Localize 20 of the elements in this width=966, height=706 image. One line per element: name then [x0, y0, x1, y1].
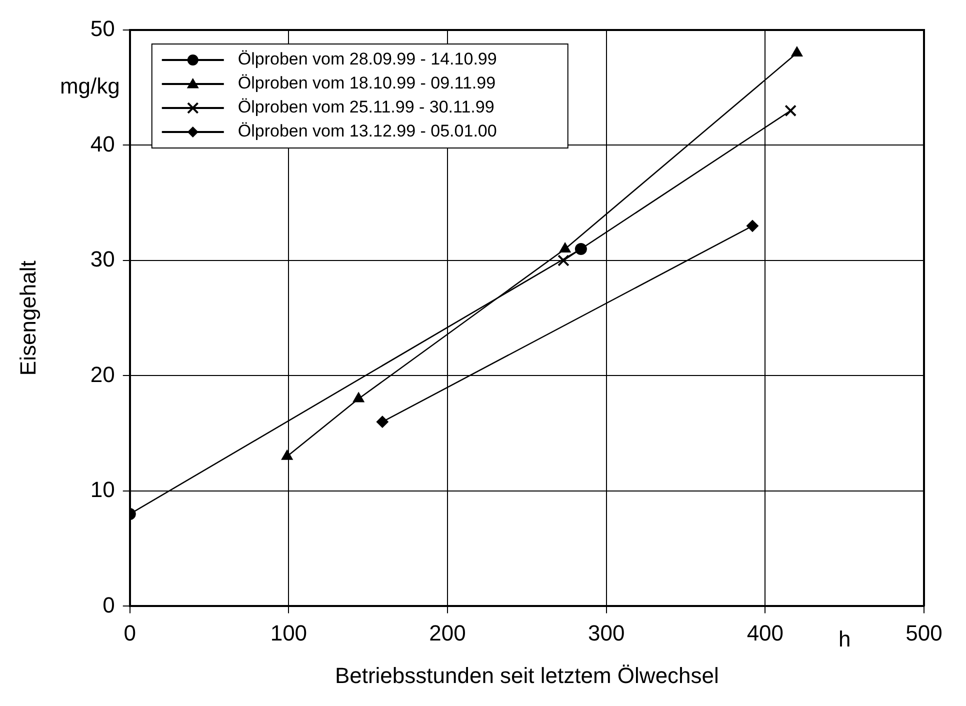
y-tick-label: 50 [90, 16, 115, 42]
y-tick-label: 20 [90, 362, 115, 387]
legend-label: Ölproben vom 28.09.99 - 14.10.99 [238, 50, 497, 69]
x-tick-label: 300 [588, 620, 625, 646]
legend-label: Ölproben vom 13.12.99 - 05.01.00 [238, 122, 497, 141]
x-tick-label: 400 [746, 620, 784, 646]
text: mg/kg [60, 74, 120, 99]
x-tick-label: 100 [270, 620, 308, 646]
x-tick-label: 500 [906, 620, 942, 646]
text: h [838, 626, 851, 652]
y-tick-label: 40 [90, 131, 115, 156]
x-axis-title: Betriebsstunden seit letztem Ölwechsel [334, 662, 719, 688]
y-tick-label: 0 [102, 592, 115, 618]
legend-label: Ölproben vom 25.11.99 - 30.11.99 [238, 98, 494, 117]
y-axis-title: Eisengehalt [15, 260, 40, 376]
x-tick-label: 200 [429, 620, 466, 646]
x-tick-label: 0 [124, 620, 136, 646]
y-tick-label: 10 [90, 477, 115, 502]
legend-label: Ölproben vom 18.10.99 - 09.11.99 [238, 74, 496, 93]
y-tick-label: 30 [90, 246, 115, 272]
